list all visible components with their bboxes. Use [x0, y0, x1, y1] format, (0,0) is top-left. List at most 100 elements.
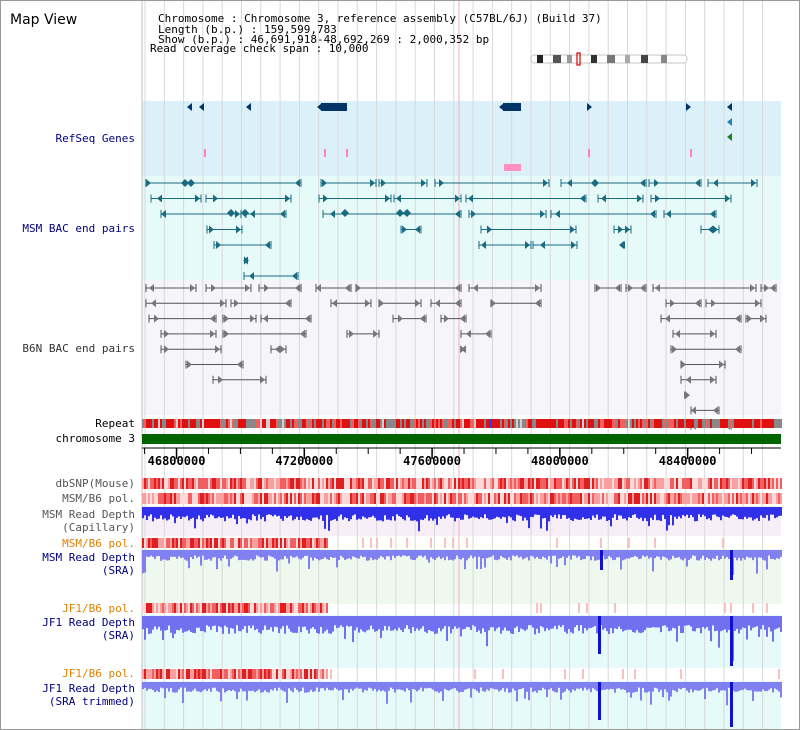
- bac-end-marker[interactable]: [236, 225, 241, 234]
- bac-end-marker[interactable]: [365, 299, 370, 308]
- bac-end-marker[interactable]: [750, 284, 755, 292]
- bac-end-marker[interactable]: [713, 225, 718, 234]
- gene-strand-arrow[interactable]: [587, 103, 592, 111]
- bac-end-marker[interactable]: [211, 284, 216, 292]
- bac-end-marker[interactable]: [439, 179, 444, 187]
- bac-end-marker[interactable]: [280, 345, 285, 354]
- bac-end-marker[interactable]: [640, 179, 645, 187]
- bac-end-marker[interactable]: [770, 284, 775, 292]
- bac-end-marker[interactable]: [356, 284, 361, 292]
- bac-end-marker[interactable]: [187, 179, 195, 187]
- bac-end-marker[interactable]: [540, 241, 545, 249]
- bac-end-marker[interactable]: [685, 391, 690, 400]
- bac-end-marker[interactable]: [161, 210, 166, 218]
- bac-end-marker[interactable]: [415, 225, 420, 234]
- bac-end-marker[interactable]: [341, 209, 349, 217]
- gene-strand-arrow[interactable]: [317, 103, 322, 111]
- bac-end-marker[interactable]: [650, 210, 655, 218]
- ideogram-position-marker[interactable]: [576, 52, 581, 66]
- bac-end-marker[interactable]: [403, 209, 411, 217]
- gene-strand-arrow[interactable]: [187, 103, 192, 111]
- bac-end-marker[interactable]: [481, 241, 486, 249]
- bac-end-marker[interactable]: [444, 314, 449, 323]
- bac-end-marker[interactable]: [455, 210, 460, 218]
- bac-end-marker[interactable]: [420, 314, 425, 323]
- bac-end-marker[interactable]: [567, 179, 572, 187]
- bac-end-marker[interactable]: [280, 210, 285, 218]
- bac-end-marker[interactable]: [190, 284, 195, 292]
- bac-end-marker[interactable]: [735, 345, 740, 354]
- bac-end-marker[interactable]: [620, 241, 625, 249]
- bac-end-marker[interactable]: [245, 284, 250, 292]
- bac-end-marker[interactable]: [151, 299, 156, 308]
- bac-end-marker[interactable]: [154, 314, 159, 323]
- bac-end-marker[interactable]: [292, 272, 297, 280]
- bac-end-marker[interactable]: [316, 284, 321, 292]
- bac-end-marker[interactable]: [402, 225, 407, 234]
- bac-end-marker[interactable]: [601, 194, 606, 203]
- bac-end-marker[interactable]: [525, 241, 530, 249]
- bac-end-marker[interactable]: [241, 209, 249, 217]
- bac-end-marker[interactable]: [691, 406, 696, 415]
- bac-end-marker[interactable]: [473, 284, 478, 292]
- bac-end-marker[interactable]: [460, 345, 465, 354]
- bac-end-marker[interactable]: [460, 314, 465, 323]
- bac-end-marker[interactable]: [543, 179, 548, 187]
- bac-end-marker[interactable]: [695, 179, 700, 187]
- bac-end-marker[interactable]: [666, 210, 671, 218]
- bac-end-marker[interactable]: [146, 179, 151, 187]
- bac-end-marker[interactable]: [455, 194, 460, 203]
- bac-end-marker[interactable]: [249, 272, 254, 280]
- bac-end-marker[interactable]: [535, 299, 540, 308]
- bac-end-marker[interactable]: [686, 375, 691, 384]
- bac-end-marker[interactable]: [195, 194, 200, 203]
- bac-end-marker[interactable]: [485, 329, 490, 338]
- bac-end-marker[interactable]: [625, 225, 630, 234]
- bac-end-marker[interactable]: [710, 375, 715, 384]
- bac-end-marker[interactable]: [295, 179, 300, 187]
- bac-end-marker[interactable]: [719, 360, 724, 369]
- gene-strand-arrow[interactable]: [246, 103, 251, 111]
- bac-end-marker[interactable]: [764, 284, 769, 292]
- bac-end-marker[interactable]: [396, 194, 401, 203]
- refseq-gene[interactable]: [321, 103, 347, 111]
- bac-end-marker[interactable]: [250, 210, 255, 218]
- bac-end-marker[interactable]: [332, 299, 337, 308]
- bac-end-marker[interactable]: [260, 375, 265, 384]
- bac-end-marker[interactable]: [655, 284, 660, 292]
- bac-end-marker[interactable]: [725, 194, 730, 203]
- bac-end-marker[interactable]: [220, 299, 225, 308]
- bac-end-marker[interactable]: [349, 329, 354, 338]
- bac-end-marker[interactable]: [670, 299, 675, 308]
- bac-end-marker[interactable]: [711, 299, 716, 308]
- bac-end-marker[interactable]: [215, 345, 220, 354]
- bac-end-marker[interactable]: [250, 314, 255, 323]
- bac-end-marker[interactable]: [540, 210, 545, 218]
- bac-end-marker[interactable]: [210, 329, 215, 338]
- refseq-gene-exon[interactable]: [588, 149, 590, 157]
- bac-end-marker[interactable]: [421, 179, 426, 187]
- bac-end-marker[interactable]: [580, 194, 585, 203]
- bac-end-marker[interactable]: [708, 225, 713, 234]
- gene-strand-arrow[interactable]: [727, 118, 732, 126]
- bac-end-marker[interactable]: [596, 284, 601, 292]
- bac-end-marker[interactable]: [373, 329, 378, 338]
- bac-end-marker[interactable]: [157, 194, 162, 203]
- bac-end-marker[interactable]: [181, 179, 189, 187]
- bac-end-marker[interactable]: [735, 314, 740, 323]
- bac-end-marker[interactable]: [285, 194, 290, 203]
- bac-end-marker[interactable]: [379, 299, 384, 308]
- bac-end-marker[interactable]: [370, 179, 375, 187]
- bac-end-marker[interactable]: [710, 329, 715, 338]
- bac-end-marker[interactable]: [164, 345, 169, 354]
- bac-end-marker[interactable]: [415, 299, 420, 308]
- bac-end-marker[interactable]: [263, 314, 268, 323]
- bac-end-marker[interactable]: [713, 179, 718, 187]
- bac-end-marker[interactable]: [571, 241, 576, 249]
- bac-end-marker[interactable]: [227, 209, 235, 217]
- refseq-gene-exon[interactable]: [324, 149, 326, 157]
- bac-end-marker[interactable]: [710, 210, 715, 218]
- bac-end-marker[interactable]: [455, 299, 460, 308]
- bac-end-marker[interactable]: [218, 375, 223, 384]
- bac-end-marker[interactable]: [640, 284, 645, 292]
